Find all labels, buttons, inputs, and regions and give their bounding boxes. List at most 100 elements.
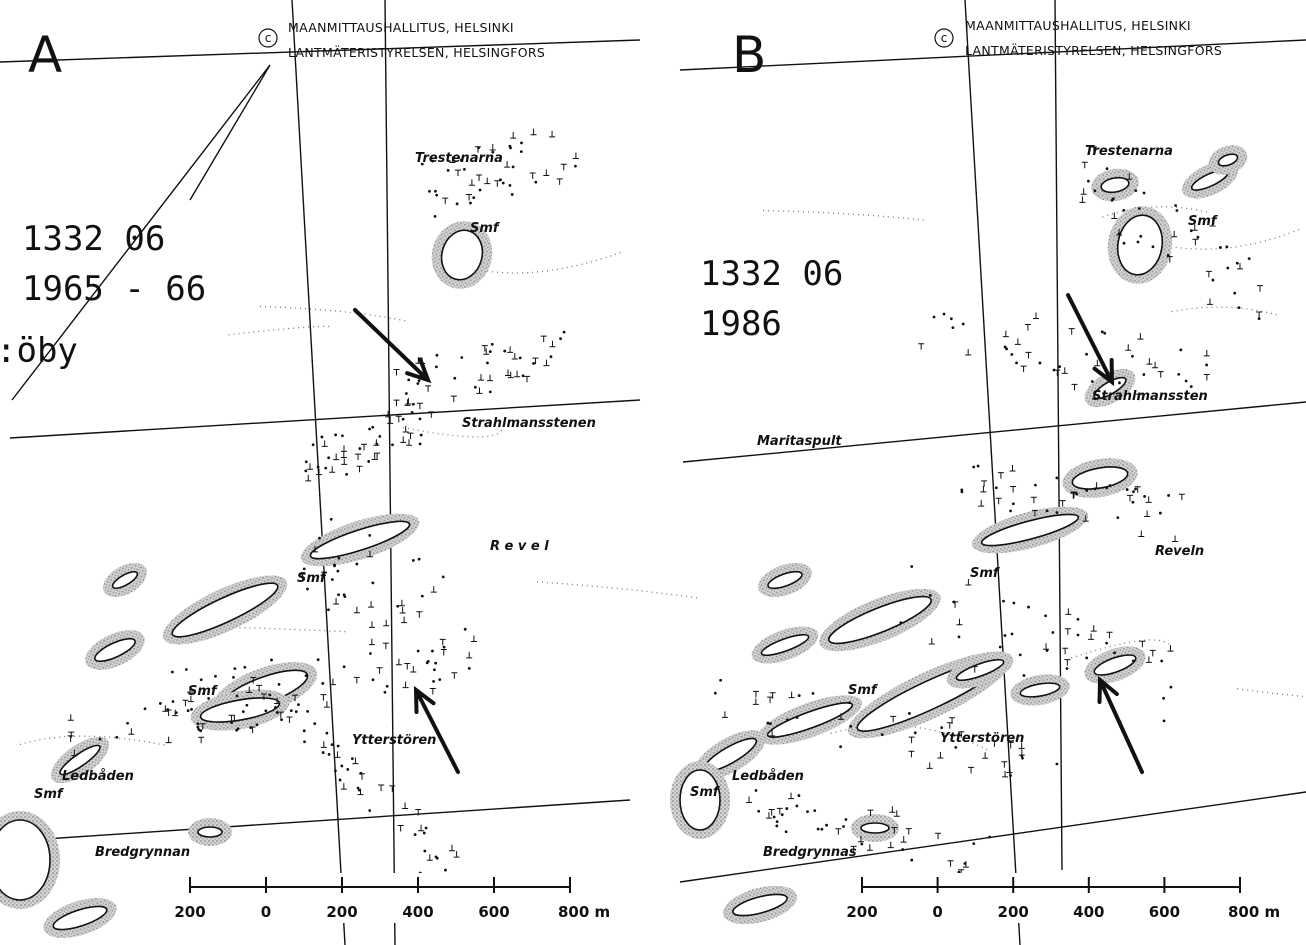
rock-dot bbox=[1134, 487, 1137, 491]
rock-symbol bbox=[1088, 633, 1095, 640]
rock-symbol bbox=[286, 716, 293, 724]
rock-symbol bbox=[398, 599, 405, 607]
island bbox=[760, 633, 810, 657]
rock-dot bbox=[1011, 502, 1015, 506]
rock-symbol bbox=[312, 545, 319, 553]
rock-symbol bbox=[980, 485, 987, 493]
rock-dot bbox=[334, 433, 337, 437]
rock-dot bbox=[249, 726, 253, 730]
rock-dot bbox=[842, 825, 845, 828]
rock-dot bbox=[574, 164, 577, 168]
rock-symbol bbox=[353, 676, 360, 684]
arrow bbox=[353, 308, 432, 384]
rock-dot bbox=[413, 833, 417, 836]
rock-dot bbox=[324, 466, 328, 470]
rock-dot bbox=[957, 635, 961, 639]
rock-symbol bbox=[250, 676, 257, 684]
edge-text: :öby bbox=[0, 331, 78, 371]
rock-symbol bbox=[477, 374, 484, 381]
rock-dot bbox=[166, 708, 170, 711]
rock-symbol bbox=[68, 731, 75, 739]
rock-symbol bbox=[1018, 742, 1025, 749]
rock-symbol bbox=[890, 715, 897, 723]
rock-dot bbox=[316, 658, 320, 662]
rock-dot bbox=[562, 330, 566, 334]
rock-dot bbox=[1134, 189, 1138, 193]
rock-symbol bbox=[1145, 496, 1152, 503]
rock-symbol bbox=[956, 618, 963, 626]
rock-dot bbox=[306, 709, 309, 713]
rock-dot bbox=[435, 193, 439, 197]
rock-dot bbox=[1052, 368, 1056, 372]
rock-dot bbox=[304, 674, 308, 677]
rock-symbol bbox=[468, 179, 475, 186]
rock-symbol bbox=[1090, 625, 1097, 632]
island bbox=[52, 905, 108, 931]
rock-dot bbox=[368, 809, 372, 812]
scale-label: 400 bbox=[1073, 903, 1104, 921]
rock-symbol bbox=[1111, 212, 1118, 219]
grid-line bbox=[964, 0, 1021, 945]
rock-symbol bbox=[1018, 749, 1025, 756]
rock-symbol bbox=[416, 611, 423, 618]
rock-symbol bbox=[1043, 643, 1050, 650]
island bbox=[828, 595, 932, 645]
rock-dot bbox=[1018, 653, 1022, 657]
rock-symbol bbox=[165, 736, 172, 744]
panel-letter: B bbox=[732, 26, 766, 84]
rock-symbol bbox=[1079, 196, 1086, 203]
rock-symbol bbox=[1014, 338, 1021, 345]
rock-symbol bbox=[1010, 486, 1017, 493]
rock-dot bbox=[913, 731, 917, 735]
rock-symbol bbox=[404, 663, 411, 670]
rock-symbol bbox=[1061, 367, 1068, 374]
rock-dot bbox=[477, 146, 480, 150]
rock-dot bbox=[491, 150, 495, 154]
place-name: R e v e l bbox=[490, 539, 549, 554]
rock-dot bbox=[1184, 379, 1188, 383]
place-name: Trestenarna bbox=[1085, 144, 1173, 159]
rock-dot bbox=[342, 593, 346, 597]
rock-symbol bbox=[837, 713, 844, 720]
rock-dot bbox=[346, 768, 350, 771]
island bbox=[171, 582, 279, 638]
rock-symbol bbox=[407, 432, 414, 440]
rock-symbol bbox=[1134, 486, 1141, 493]
rock-dot bbox=[418, 442, 422, 446]
rock-dot bbox=[786, 718, 789, 722]
rock-dot bbox=[158, 702, 162, 705]
rock-dot bbox=[1002, 599, 1005, 603]
rock-symbol bbox=[981, 480, 988, 487]
rock-dot bbox=[1111, 197, 1115, 201]
rock-symbol bbox=[316, 468, 323, 476]
rock-symbol bbox=[511, 352, 518, 360]
rock-dot bbox=[1038, 361, 1042, 365]
rock-dot bbox=[1116, 516, 1120, 520]
rock-dot bbox=[1108, 484, 1112, 487]
rock-symbol bbox=[908, 736, 915, 744]
rock-symbol bbox=[305, 474, 312, 482]
rock-dot bbox=[1162, 696, 1166, 700]
rock-dot bbox=[1142, 191, 1146, 195]
rock-symbol bbox=[866, 844, 873, 851]
rock-symbol bbox=[556, 178, 563, 185]
rock-dot bbox=[1003, 634, 1007, 637]
rock-dot bbox=[268, 693, 272, 697]
place-name: Smf bbox=[470, 221, 501, 236]
rock-dot bbox=[350, 757, 354, 761]
island bbox=[1100, 176, 1130, 194]
rock-dot bbox=[1045, 509, 1049, 513]
rock-symbol bbox=[1080, 188, 1087, 195]
rock-dot bbox=[1218, 246, 1222, 249]
rock-dot bbox=[473, 385, 477, 389]
rock-symbol bbox=[978, 500, 985, 507]
rock-symbol bbox=[368, 638, 375, 646]
rock-symbol bbox=[400, 436, 407, 443]
rock-symbol bbox=[405, 439, 412, 446]
rock-dot bbox=[1055, 511, 1059, 514]
rock-dot bbox=[849, 724, 853, 728]
rock-symbol bbox=[893, 810, 900, 817]
rock-dot bbox=[1044, 614, 1047, 618]
rock-dot bbox=[407, 378, 411, 382]
rock-dot bbox=[806, 810, 809, 814]
